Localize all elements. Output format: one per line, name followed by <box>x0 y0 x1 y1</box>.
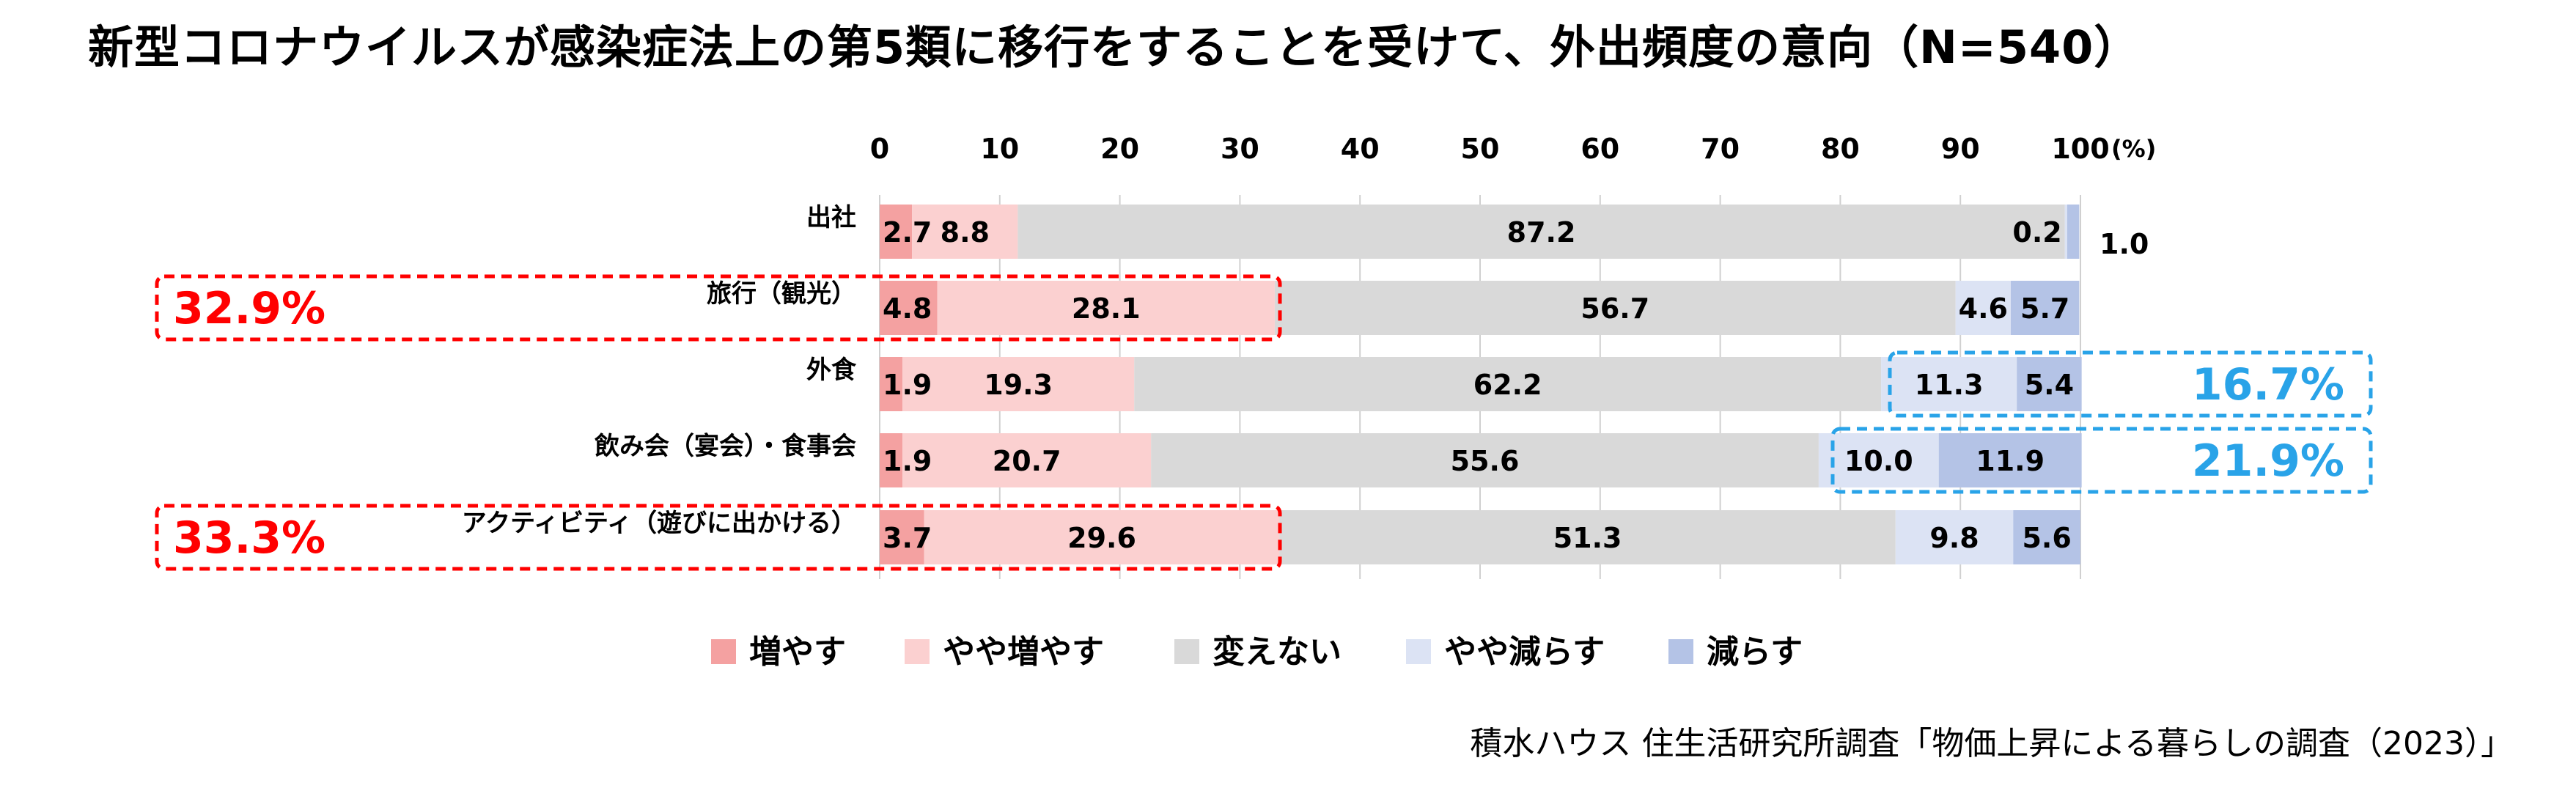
bar-segment <box>880 510 924 564</box>
value-label: 2.7 <box>883 216 932 248</box>
callouts: 32.9% 16.7% 21.9% 33.3% <box>155 274 2373 571</box>
bar-segment <box>902 357 1135 411</box>
bar-segment <box>1895 510 2014 564</box>
legend-label: やや増やす <box>943 633 1104 671</box>
x-tick-label: 80 <box>1821 133 1860 165</box>
value-label: 20.7 <box>993 445 1061 477</box>
bar-segment <box>880 357 903 411</box>
x-tick-label: 20 <box>1100 133 1139 165</box>
x-tick-label: 40 <box>1341 133 1380 165</box>
bar-segment <box>1017 205 2065 259</box>
bar-segment <box>880 205 913 259</box>
value-label: 9.8 <box>1929 522 1979 554</box>
value-label: 1.9 <box>883 369 932 401</box>
bar-segment <box>937 281 1275 335</box>
value-label: 5.7 <box>2020 292 2069 325</box>
value-label: 4.8 <box>883 292 932 325</box>
legend-label: やや減らす <box>1444 633 1605 671</box>
x-tick-label: 100 <box>2051 133 2109 165</box>
callout-value: 33.3% <box>173 512 325 564</box>
x-tick-label: 90 <box>1941 133 1980 165</box>
x-tick-label: 60 <box>1580 133 1619 165</box>
bar-segment <box>1881 357 2017 411</box>
value-label: 1.0 <box>2100 228 2149 260</box>
bar-segment <box>912 205 1018 259</box>
legend-label: 増やす <box>749 633 846 671</box>
bar-segment <box>1134 357 1882 411</box>
value-label: 5.6 <box>2022 522 2071 554</box>
x-unit-label: (%) <box>2111 135 2156 163</box>
value-label: 51.3 <box>1553 522 1622 554</box>
value-labels: 2.7 8.8 87.2 0.2 1.0 4.8 28.1 56.7 4.6 5.7 1.9 19.3… <box>883 216 2149 554</box>
value-label: 11.9 <box>1976 445 2045 477</box>
value-label: 3.7 <box>883 522 932 554</box>
bar-segment <box>1818 433 1939 487</box>
x-tick-label: 0 <box>870 133 889 165</box>
bar-segment <box>2017 357 2082 411</box>
bar-segment <box>880 433 903 487</box>
legend-swatch <box>711 639 736 664</box>
x-tick-label: 70 <box>1701 133 1740 165</box>
callout-value: 32.9% <box>173 283 325 334</box>
bar-segment <box>2010 281 2080 335</box>
bar-segment <box>1279 510 1896 564</box>
legend-label: 減らす <box>1707 633 1803 671</box>
category-label: 外食 <box>806 356 857 385</box>
bar-segment <box>2013 510 2080 564</box>
bar-segment <box>1955 281 2011 335</box>
value-label: 5.4 <box>2025 369 2074 401</box>
category-label: 出社 <box>806 203 856 232</box>
category-label: 旅行（観光） <box>707 279 856 309</box>
value-label: 19.3 <box>984 369 1053 401</box>
callout-value: 21.9% <box>2192 435 2344 487</box>
value-label: 62.2 <box>1473 369 1542 401</box>
x-axis-ticks: 0 10 20 30 40 50 60 70 80 90 100 (%) <box>870 133 2157 165</box>
bar-segment <box>1151 433 1819 487</box>
value-label: 87.2 <box>1507 216 1576 248</box>
legend: 増やす やや増やす 変えない やや減らす 減らす <box>711 633 1803 671</box>
category-label: 飲み会（宴会）・食事会 <box>595 432 856 461</box>
value-label: 55.6 <box>1451 445 1520 477</box>
bar-segment <box>2067 205 2080 259</box>
x-tick-label: 50 <box>1461 133 1500 165</box>
callout-box <box>1830 427 2373 494</box>
bar-segment <box>902 433 1152 487</box>
bar-segment <box>1274 281 1956 335</box>
bar-segment <box>2064 205 2067 259</box>
bar-segment <box>880 281 938 335</box>
chart-title: 新型コロナウイルスが感染症法上の第5類に移行をすることを受けて、外出頻度の意向（… <box>88 21 2141 74</box>
legend-swatch <box>1406 639 1431 664</box>
value-label: 1.9 <box>883 445 932 477</box>
bar-segment <box>924 510 1280 564</box>
value-label: 28.1 <box>1072 292 1141 325</box>
x-tick-label: 30 <box>1221 133 1259 165</box>
bars <box>880 205 2082 564</box>
legend-swatch <box>1668 639 1693 664</box>
value-label: 0.2 <box>2012 216 2061 248</box>
legend-label: 変えない <box>1212 633 1342 671</box>
value-label: 10.0 <box>1844 445 1913 477</box>
bar-segment <box>1938 433 2082 487</box>
source-note: 積水ハウス 住生活研究所調査「物価上昇による暮らしの調査（2023）」 <box>1470 725 2513 762</box>
value-label: 4.6 <box>1959 292 2008 325</box>
value-label: 11.3 <box>1915 369 1984 401</box>
x-tick-label: 10 <box>980 133 1019 165</box>
callout-value: 16.7% <box>2192 359 2344 410</box>
value-label: 56.7 <box>1580 292 1649 325</box>
legend-swatch <box>905 639 930 664</box>
value-label: 29.6 <box>1067 522 1136 554</box>
value-label: 8.8 <box>941 216 990 248</box>
category-label: アクティビティ（遊びに出かける） <box>462 509 856 538</box>
legend-swatch <box>1174 639 1199 664</box>
